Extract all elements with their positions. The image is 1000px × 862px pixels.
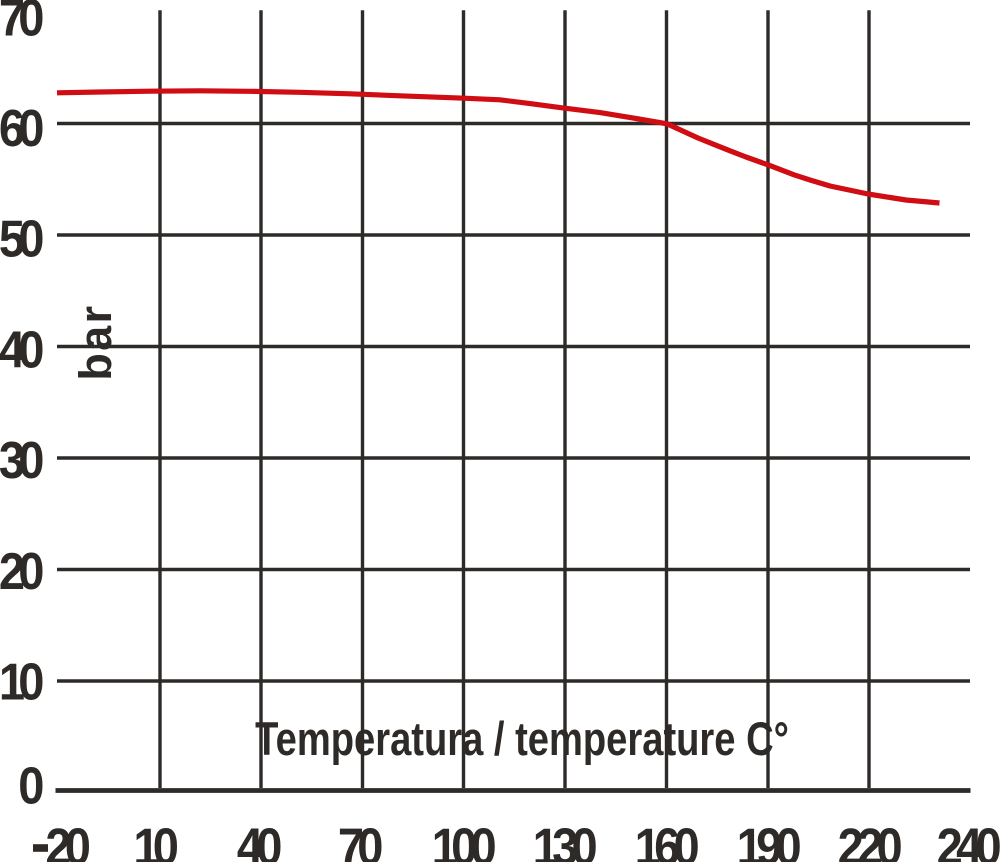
- svg-text:30: 30: [0, 431, 43, 490]
- svg-text:100: 100: [432, 817, 495, 862]
- svg-text:bar: bar: [70, 304, 121, 381]
- svg-text:70: 70: [338, 817, 382, 862]
- svg-text:20: 20: [45, 817, 89, 862]
- svg-text:240: 240: [937, 817, 1000, 862]
- svg-text:20: 20: [0, 542, 43, 601]
- svg-text:10: 10: [0, 652, 43, 711]
- svg-text:130: 130: [533, 817, 596, 862]
- svg-text:70: 70: [0, 0, 43, 47]
- svg-text:40: 40: [237, 817, 281, 862]
- svg-text:50: 50: [0, 209, 43, 268]
- svg-text:160: 160: [635, 817, 698, 862]
- svg-text:190: 190: [737, 817, 800, 862]
- svg-text:0: 0: [18, 756, 43, 815]
- svg-text:Temperatura / temperature C°: Temperatura / temperature C°: [255, 713, 789, 766]
- svg-text:220: 220: [838, 817, 901, 862]
- svg-text:40: 40: [0, 320, 43, 379]
- svg-text:10: 10: [133, 817, 177, 862]
- svg-text:60: 60: [0, 99, 43, 158]
